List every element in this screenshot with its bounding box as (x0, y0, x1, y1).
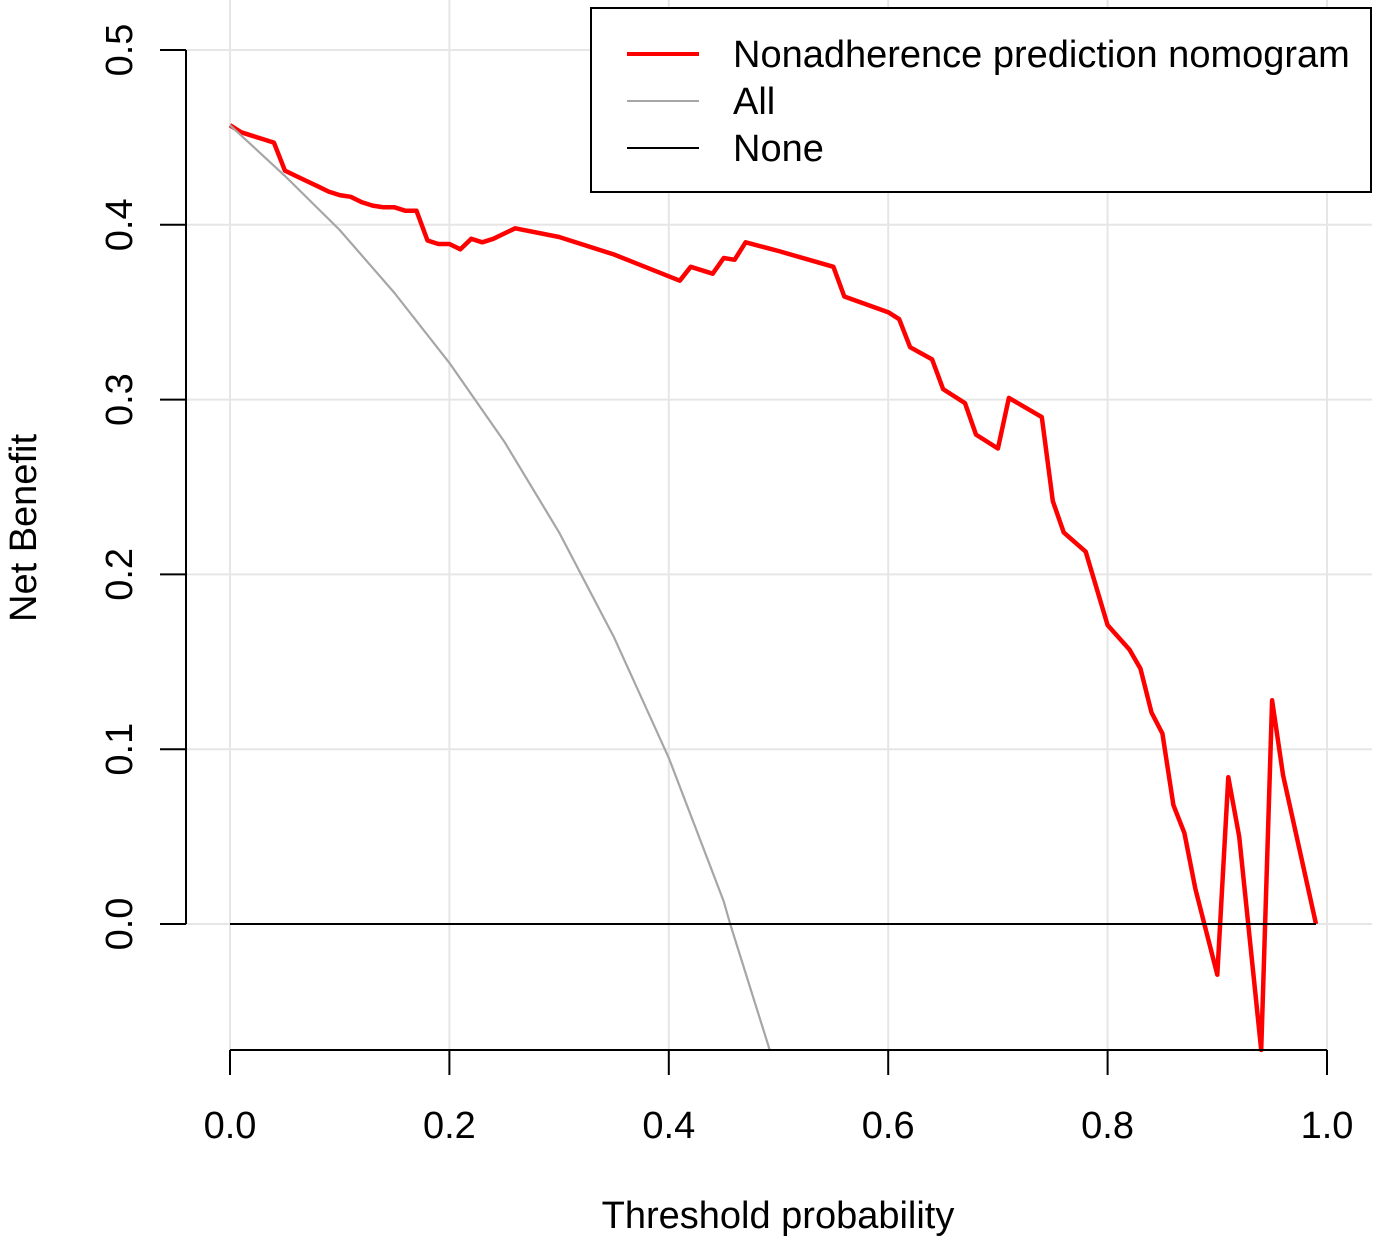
axes: 0.0 0.2 0.4 0.6 0.8 1.0 0.0 0.1 0.2 0.3 0.4 0.5 (99, 24, 1353, 1147)
x-tick-label: 0.0 (204, 1105, 257, 1147)
y-tick-label: 0.3 (99, 373, 141, 426)
legend-label-nomogram: Nonadherence prediction nomogram (733, 34, 1350, 76)
legend-label-all: All (733, 81, 775, 123)
legend-label-none: None (733, 128, 824, 170)
y-tick-label: 0.0 (99, 898, 141, 951)
y-tick-label: 0.5 (99, 24, 141, 77)
series-lines (228, 123, 1319, 1053)
x-tick-label: 0.8 (1081, 1105, 1134, 1147)
y-axis-title: Net Benefit (3, 434, 45, 622)
x-tick-label: 1.0 (1301, 1105, 1354, 1147)
y-tick-label: 0.4 (99, 198, 141, 251)
series-line-nomogram (228, 123, 1319, 1053)
x-axis-title: Threshold probability (602, 1195, 955, 1237)
x-tick-label: 0.6 (862, 1105, 915, 1147)
legend-box (590, 7, 1372, 193)
x-tick-label: 0.2 (423, 1105, 476, 1147)
y-tick-label: 0.1 (99, 723, 141, 776)
y-tick-label: 0.2 (99, 548, 141, 601)
series-line-all (229, 124, 771, 1051)
x-tick-label: 0.4 (642, 1105, 695, 1147)
legend: Nonadherence prediction nomogram All Non… (590, 7, 1372, 193)
